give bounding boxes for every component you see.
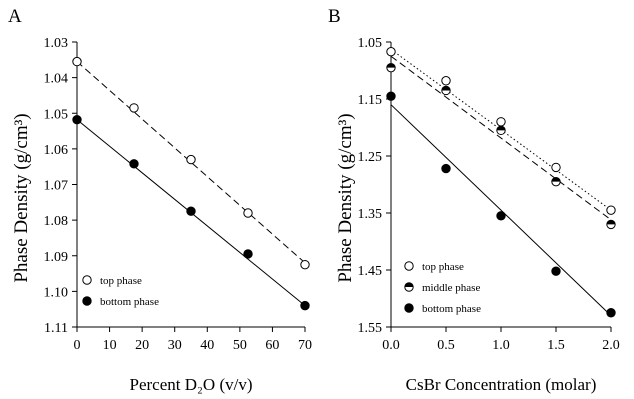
- panel-a-y-tick-label: 1.09: [44, 250, 69, 265]
- panel-a-legend-marker-0: [82, 275, 92, 285]
- panel-a-y-tick-label: 1.11: [44, 321, 68, 336]
- panel-b-x-tick-label: 1.5: [547, 338, 565, 353]
- panel-b-series-2-point: [551, 266, 561, 276]
- panel-a-y-tick-label: 1.07: [44, 179, 69, 194]
- panel-b-x-axis-title: CsBr Concentration (molar): [406, 375, 597, 394]
- panel-b-legend-marker-1: [404, 282, 414, 292]
- panel-a-y-tick-label: 1.10: [44, 285, 69, 300]
- panel-b-legend-label-1: middle phase: [422, 282, 480, 294]
- panel-b-x-tick-label: 1.0: [492, 338, 510, 353]
- panel-a-legend-marker-1: [82, 296, 92, 306]
- panel-a-series-1-point: [243, 249, 253, 259]
- panel-b-series-0-point: [551, 162, 561, 173]
- panel-b-series-1-fit-line: [390, 55, 612, 221]
- panel-a-series-1-point: [129, 159, 139, 169]
- panel-b-x-tick-label: 0.5: [437, 338, 455, 353]
- panel-b-series-1-point-fill: [551, 177, 561, 182]
- panel-a-x-tick-label: 40: [200, 338, 214, 353]
- panel-a-y-tick-label: 1.08: [44, 214, 69, 229]
- panel-a-x-tick-label: 50: [233, 338, 247, 353]
- panel-b-series-1-point-fill: [441, 86, 451, 91]
- panel-b-y-axis-title: Phase Density (g/cm³): [335, 113, 356, 282]
- panel-a-legend-label-0: top phase: [100, 275, 142, 287]
- panel-b-series-1-point-fill: [606, 220, 616, 225]
- panel-b-series-1-point: [551, 176, 561, 187]
- panel-a-x-axis-title: Percent D₂O (v/v): [129, 375, 252, 394]
- panel-a-series-0-point: [243, 208, 253, 218]
- panel-b-legend-marker-2: [404, 303, 414, 313]
- panel-b-series-2-point: [386, 91, 396, 101]
- panel-b-series-1-point: [496, 125, 506, 136]
- panel-b-y-tick-label: 1.25: [358, 150, 383, 165]
- panel-b-legend-marker-0: [404, 261, 414, 271]
- panel-a-y-tick-label: 1.05: [44, 107, 69, 122]
- panel-b-letter: B: [328, 6, 341, 27]
- panel-a-x-tick-label: 0: [74, 338, 81, 353]
- panel-a-x-tick-label: 30: [168, 338, 182, 353]
- panel-b-series-1-point: [386, 62, 396, 73]
- panel-b-legend-marker-1-fill: [404, 282, 414, 287]
- panel-b-y-tick-label: 1.05: [358, 36, 383, 51]
- panel-a-x-tick-label: 20: [135, 338, 149, 353]
- panel-b-series-2-point: [496, 211, 506, 221]
- panel-a-x-tick-label: 60: [265, 338, 279, 353]
- panel-a-y-tick-label: 1.06: [44, 143, 69, 158]
- panel-b-y-tick-label: 1.35: [358, 207, 383, 222]
- panel-b-series-0-point: [441, 76, 451, 86]
- panel-a-series-1-point: [72, 114, 82, 125]
- panel-b-series-1-point: [441, 85, 451, 96]
- panel-a-series-0-fit-line: [76, 61, 306, 264]
- panel-b-series-1-point: [606, 219, 616, 230]
- panel-a-series-0-point: [129, 103, 139, 113]
- panel-b-x-tick-label: 0.0: [382, 338, 400, 353]
- panel-a-series-0-point: [186, 154, 196, 165]
- panel-a-series-1-point: [186, 206, 196, 216]
- panel-a-x-tick-label: 10: [103, 338, 117, 353]
- panel-a-series-1-point: [300, 300, 310, 311]
- panel-b-y-tick-label: 1.45: [358, 264, 383, 279]
- panel-b-y-tick-label: 1.55: [358, 321, 383, 336]
- panel-b-legend-label-0: top phase: [422, 261, 464, 273]
- panel-a: A Phase Density (g/cm³) Percent D₂O (v/v…: [8, 6, 312, 394]
- panel-a-y-tick-label: 1.04: [44, 72, 69, 87]
- panel-b-series-2-point: [606, 308, 616, 318]
- panel-b-series-2-fit-line: [390, 104, 612, 316]
- panel-b-series-2-point: [441, 163, 451, 174]
- panel-b-series-0-point: [386, 46, 396, 57]
- panel-b: B Phase Density (g/cm³) CsBr Concentrati…: [328, 6, 620, 394]
- panel-b-series-0-point: [496, 117, 506, 127]
- panel-b-legend-label-2: bottom phase: [422, 303, 481, 315]
- panel-b-y-tick-label: 1.15: [358, 93, 383, 108]
- panel-a-letter: A: [8, 6, 22, 27]
- panel-a-series-0-point: [72, 56, 82, 67]
- panel-b-x-tick-label: 2.0: [602, 338, 620, 353]
- panel-b-series-1-point-fill: [386, 63, 396, 68]
- panel-a-legend-label-1: bottom phase: [100, 296, 159, 308]
- panel-a-y-tick-label: 1.03: [44, 36, 69, 51]
- panel-a-y-axis-title: Phase Density (g/cm³): [11, 113, 32, 282]
- panel-b-series-1-point-fill: [496, 126, 506, 131]
- panel-a-series-0-point: [300, 259, 310, 270]
- panel-b-series-0-point: [606, 205, 616, 215]
- panel-a-x-tick-label: 70: [298, 338, 312, 353]
